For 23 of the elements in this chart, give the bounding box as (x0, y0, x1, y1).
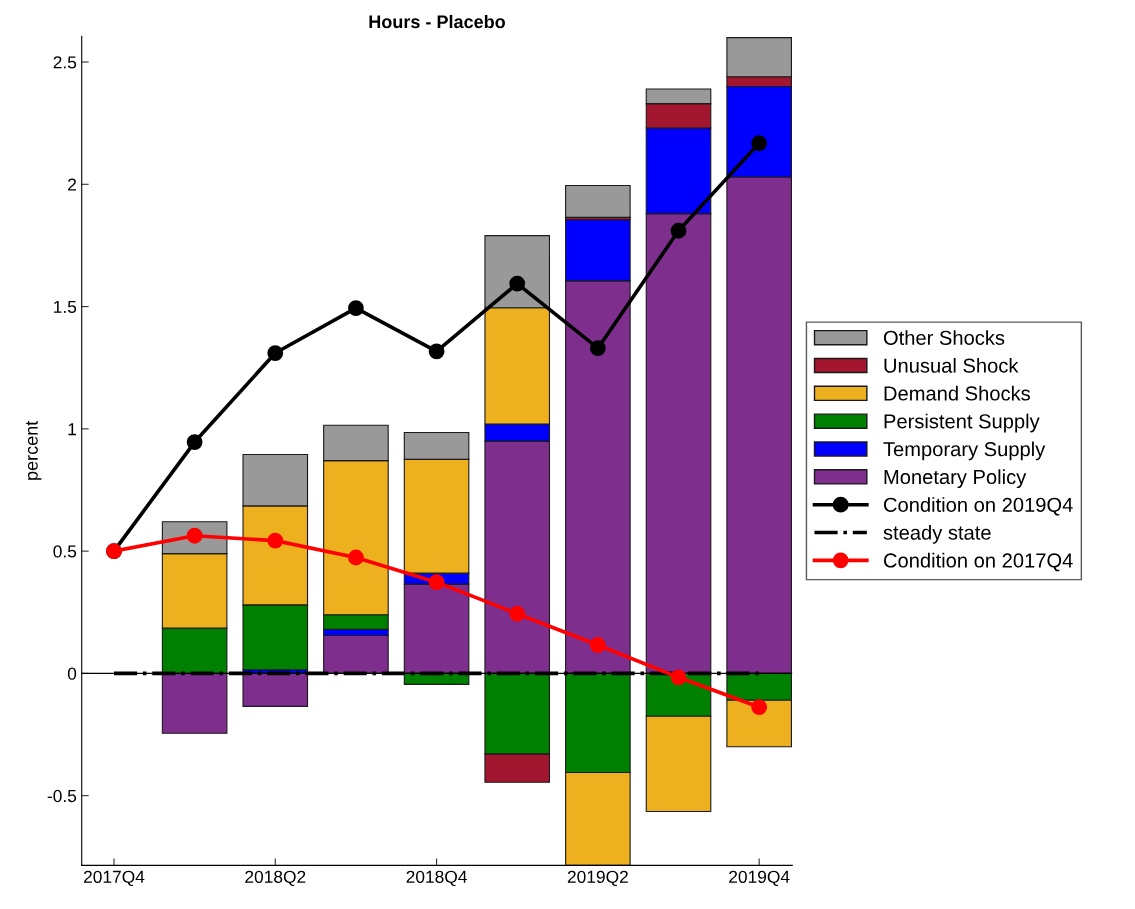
y-tick-label: 0.5 (53, 545, 77, 558)
y-axis-title: percent (25, 420, 42, 480)
legend-label: Monetary Policy (884, 469, 1027, 489)
legend-label: Demand Shocks (884, 385, 1030, 401)
x-tick-label: 2018Q4 (406, 870, 467, 887)
y-tick-label: 1.5 (54, 300, 77, 314)
legend-label: Persistent Supply (884, 413, 1040, 433)
x-tick-label: 2019Q4 (729, 870, 790, 887)
y-tick-label: 1 (68, 423, 77, 436)
y-tick-label: 0 (67, 667, 77, 680)
legend-label: steady state (883, 524, 991, 544)
legend-label: Condition on 2017Q4 (883, 552, 1073, 572)
x-tick-label: 2017Q4 (83, 870, 145, 887)
y-tick-label: 2 (68, 178, 76, 191)
legend-label: Other Shocks (883, 330, 1005, 345)
y-tick-label: -0.5 (47, 789, 77, 803)
x-tick-label: 2018Q2 (245, 870, 306, 887)
legend-label: Temporary Supply (883, 441, 1046, 461)
chart-title: Hours - Placebo (369, 14, 505, 29)
x-tick-label: 2019Q2 (567, 870, 628, 887)
y-tick-label: 2.5 (53, 56, 77, 69)
legend-label: Unusual Shock (884, 357, 1019, 373)
legend-label: Condition on 2019Q4 (883, 497, 1073, 516)
